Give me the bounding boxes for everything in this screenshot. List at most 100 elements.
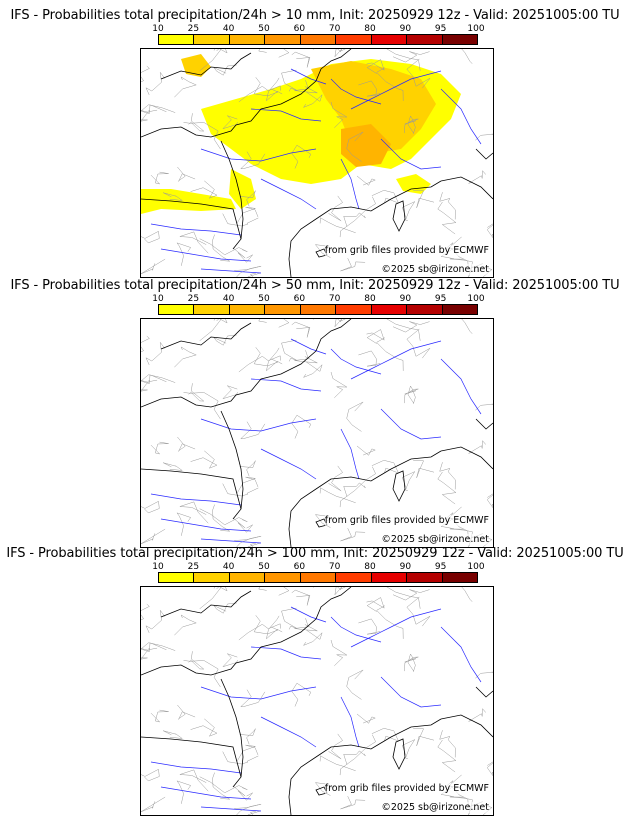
admin-border [265,77,283,102]
admin-border [376,67,404,101]
admin-border [238,623,281,641]
admin-border [343,750,366,765]
admin-border [328,195,343,222]
river [340,428,360,480]
admin-border [302,91,323,108]
admin-border [371,460,399,474]
admin-border [145,341,166,366]
river [250,378,322,392]
admin-border [468,440,486,454]
admin-border [141,500,160,514]
admin-border [392,51,430,63]
admin-border [439,462,456,490]
admin-border [258,49,290,58]
river [290,606,327,623]
admin-border [439,192,456,220]
colorbar-labels: 10 25 40 50 60 70 80 90 95 100 [152,562,490,572]
colorbar-tick-label: 10 [152,562,164,572]
colorbar-tick-label: 80 [364,294,376,304]
admin-border [247,272,261,277]
colorbar-swatch [336,305,372,314]
admin-border [174,614,197,636]
coastline [141,587,352,676]
admin-border [141,374,167,385]
admin-border [199,238,248,256]
colorbar-tick-label: 50 [258,562,270,572]
colorbar-swatch [300,35,337,44]
admin-border [162,730,184,739]
admin-border [234,803,262,815]
river [350,608,442,648]
admin-border [371,728,399,742]
admin-border [358,618,381,635]
river [330,78,382,105]
admin-border [356,175,376,186]
admin-border [199,776,248,794]
river [260,716,317,748]
map-canvas [141,319,493,547]
coastline [141,736,242,778]
coastline [160,590,252,618]
admin-border [371,190,399,204]
colorbar-tick-label: 95 [434,562,447,572]
admin-border [162,192,184,201]
river [160,786,252,800]
admin-border [343,212,366,227]
admin-border [404,118,419,134]
admin-border [376,605,404,639]
admin-border [199,319,221,341]
admin-border [236,744,259,762]
river [440,358,482,415]
admin-border [145,71,166,96]
admin-border [343,482,366,497]
admin-border [281,69,298,92]
colorbar-tick-label: 100 [467,562,485,572]
coastline [288,718,442,815]
admin-border [330,101,348,128]
colorbar-tick-label: 40 [222,294,235,304]
source-credit: from grib files provided by ECMWF [324,783,489,794]
colorbar-swatch [407,35,443,44]
admin-border [188,113,205,132]
admin-border [213,334,237,346]
admin-border [141,335,150,353]
admin-border [190,718,218,737]
admin-border [386,587,421,609]
admin-border [406,328,431,359]
coastline [440,176,493,200]
admin-border [439,730,456,758]
admin-border [386,319,421,341]
colorbar [158,304,478,315]
admin-border [392,589,430,601]
admin-border [404,656,419,672]
admin-border [177,436,196,452]
colorbar-swatch [265,35,301,44]
panel-title: IFS - Probabilities total precipitation/… [6,546,624,561]
admin-border [232,785,253,801]
river [260,448,317,480]
admin-border [190,180,218,199]
copyright-credit: ©2025 sb@irizone.net [381,534,489,545]
colorbar-swatch [300,305,337,314]
colorbar-swatch [265,305,301,314]
river [250,108,322,122]
colorbar-tick-label: 80 [364,562,376,572]
admin-border [174,76,197,98]
admin-border [238,85,281,103]
precipitation-area [341,124,391,167]
admin-border [358,80,381,97]
colorbar-swatch [407,573,443,582]
corsica-coastline [392,738,406,770]
colorbar-swatch [371,35,408,44]
river [350,70,442,110]
colorbar-tick-label: 40 [222,24,235,34]
admin-border [401,471,416,491]
coastline [440,446,493,470]
admin-border [190,450,218,469]
admin-border [141,647,158,660]
corsica-coastline [392,470,406,502]
admin-border [239,728,256,745]
admin-border [239,190,256,207]
colorbar-swatch [159,573,195,582]
admin-border [461,587,473,602]
